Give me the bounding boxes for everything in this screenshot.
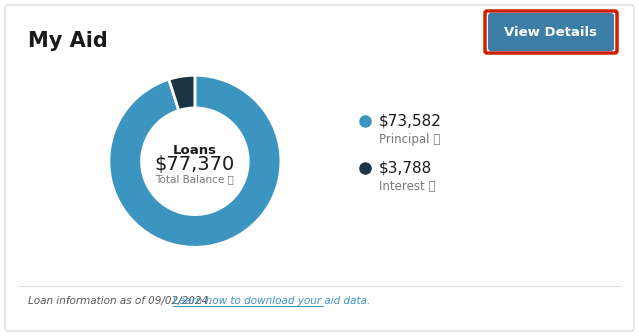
- Text: Learn how to download your aid data.: Learn how to download your aid data.: [173, 296, 371, 306]
- Text: $73,582: $73,582: [379, 114, 442, 128]
- Wedge shape: [109, 75, 281, 247]
- Text: View Details: View Details: [505, 26, 597, 39]
- Text: Total Balance ⓘ: Total Balance ⓘ: [155, 174, 235, 184]
- Text: Interest ⓘ: Interest ⓘ: [379, 179, 436, 193]
- Text: Principal ⓘ: Principal ⓘ: [379, 132, 440, 145]
- FancyBboxPatch shape: [488, 13, 614, 51]
- Text: My Aid: My Aid: [28, 31, 108, 51]
- Text: Loan information as of 09/02/2024.: Loan information as of 09/02/2024.: [28, 296, 215, 306]
- Text: Loans: Loans: [173, 143, 217, 157]
- Text: $3,788: $3,788: [379, 161, 432, 175]
- FancyBboxPatch shape: [5, 5, 634, 331]
- Wedge shape: [169, 75, 195, 111]
- Text: $77,370: $77,370: [155, 155, 235, 174]
